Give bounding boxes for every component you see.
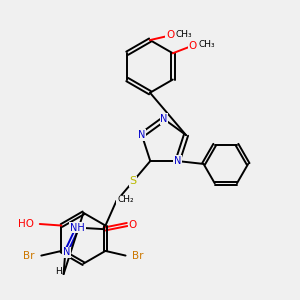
- Text: NH: NH: [70, 223, 85, 232]
- Text: N: N: [174, 156, 181, 166]
- Text: S: S: [130, 176, 137, 186]
- Text: CH₃: CH₃: [199, 40, 215, 49]
- Text: HO: HO: [18, 219, 34, 229]
- Text: O: O: [128, 220, 137, 230]
- Text: N: N: [138, 130, 146, 140]
- Text: CH₃: CH₃: [176, 30, 192, 39]
- Text: Br: Br: [23, 250, 34, 261]
- Text: CH₂: CH₂: [117, 195, 134, 204]
- Text: O: O: [189, 40, 197, 50]
- Text: N: N: [63, 248, 70, 257]
- Text: H: H: [55, 267, 62, 276]
- Text: N: N: [160, 114, 168, 124]
- Text: Br: Br: [132, 250, 144, 261]
- Text: O: O: [166, 30, 174, 40]
